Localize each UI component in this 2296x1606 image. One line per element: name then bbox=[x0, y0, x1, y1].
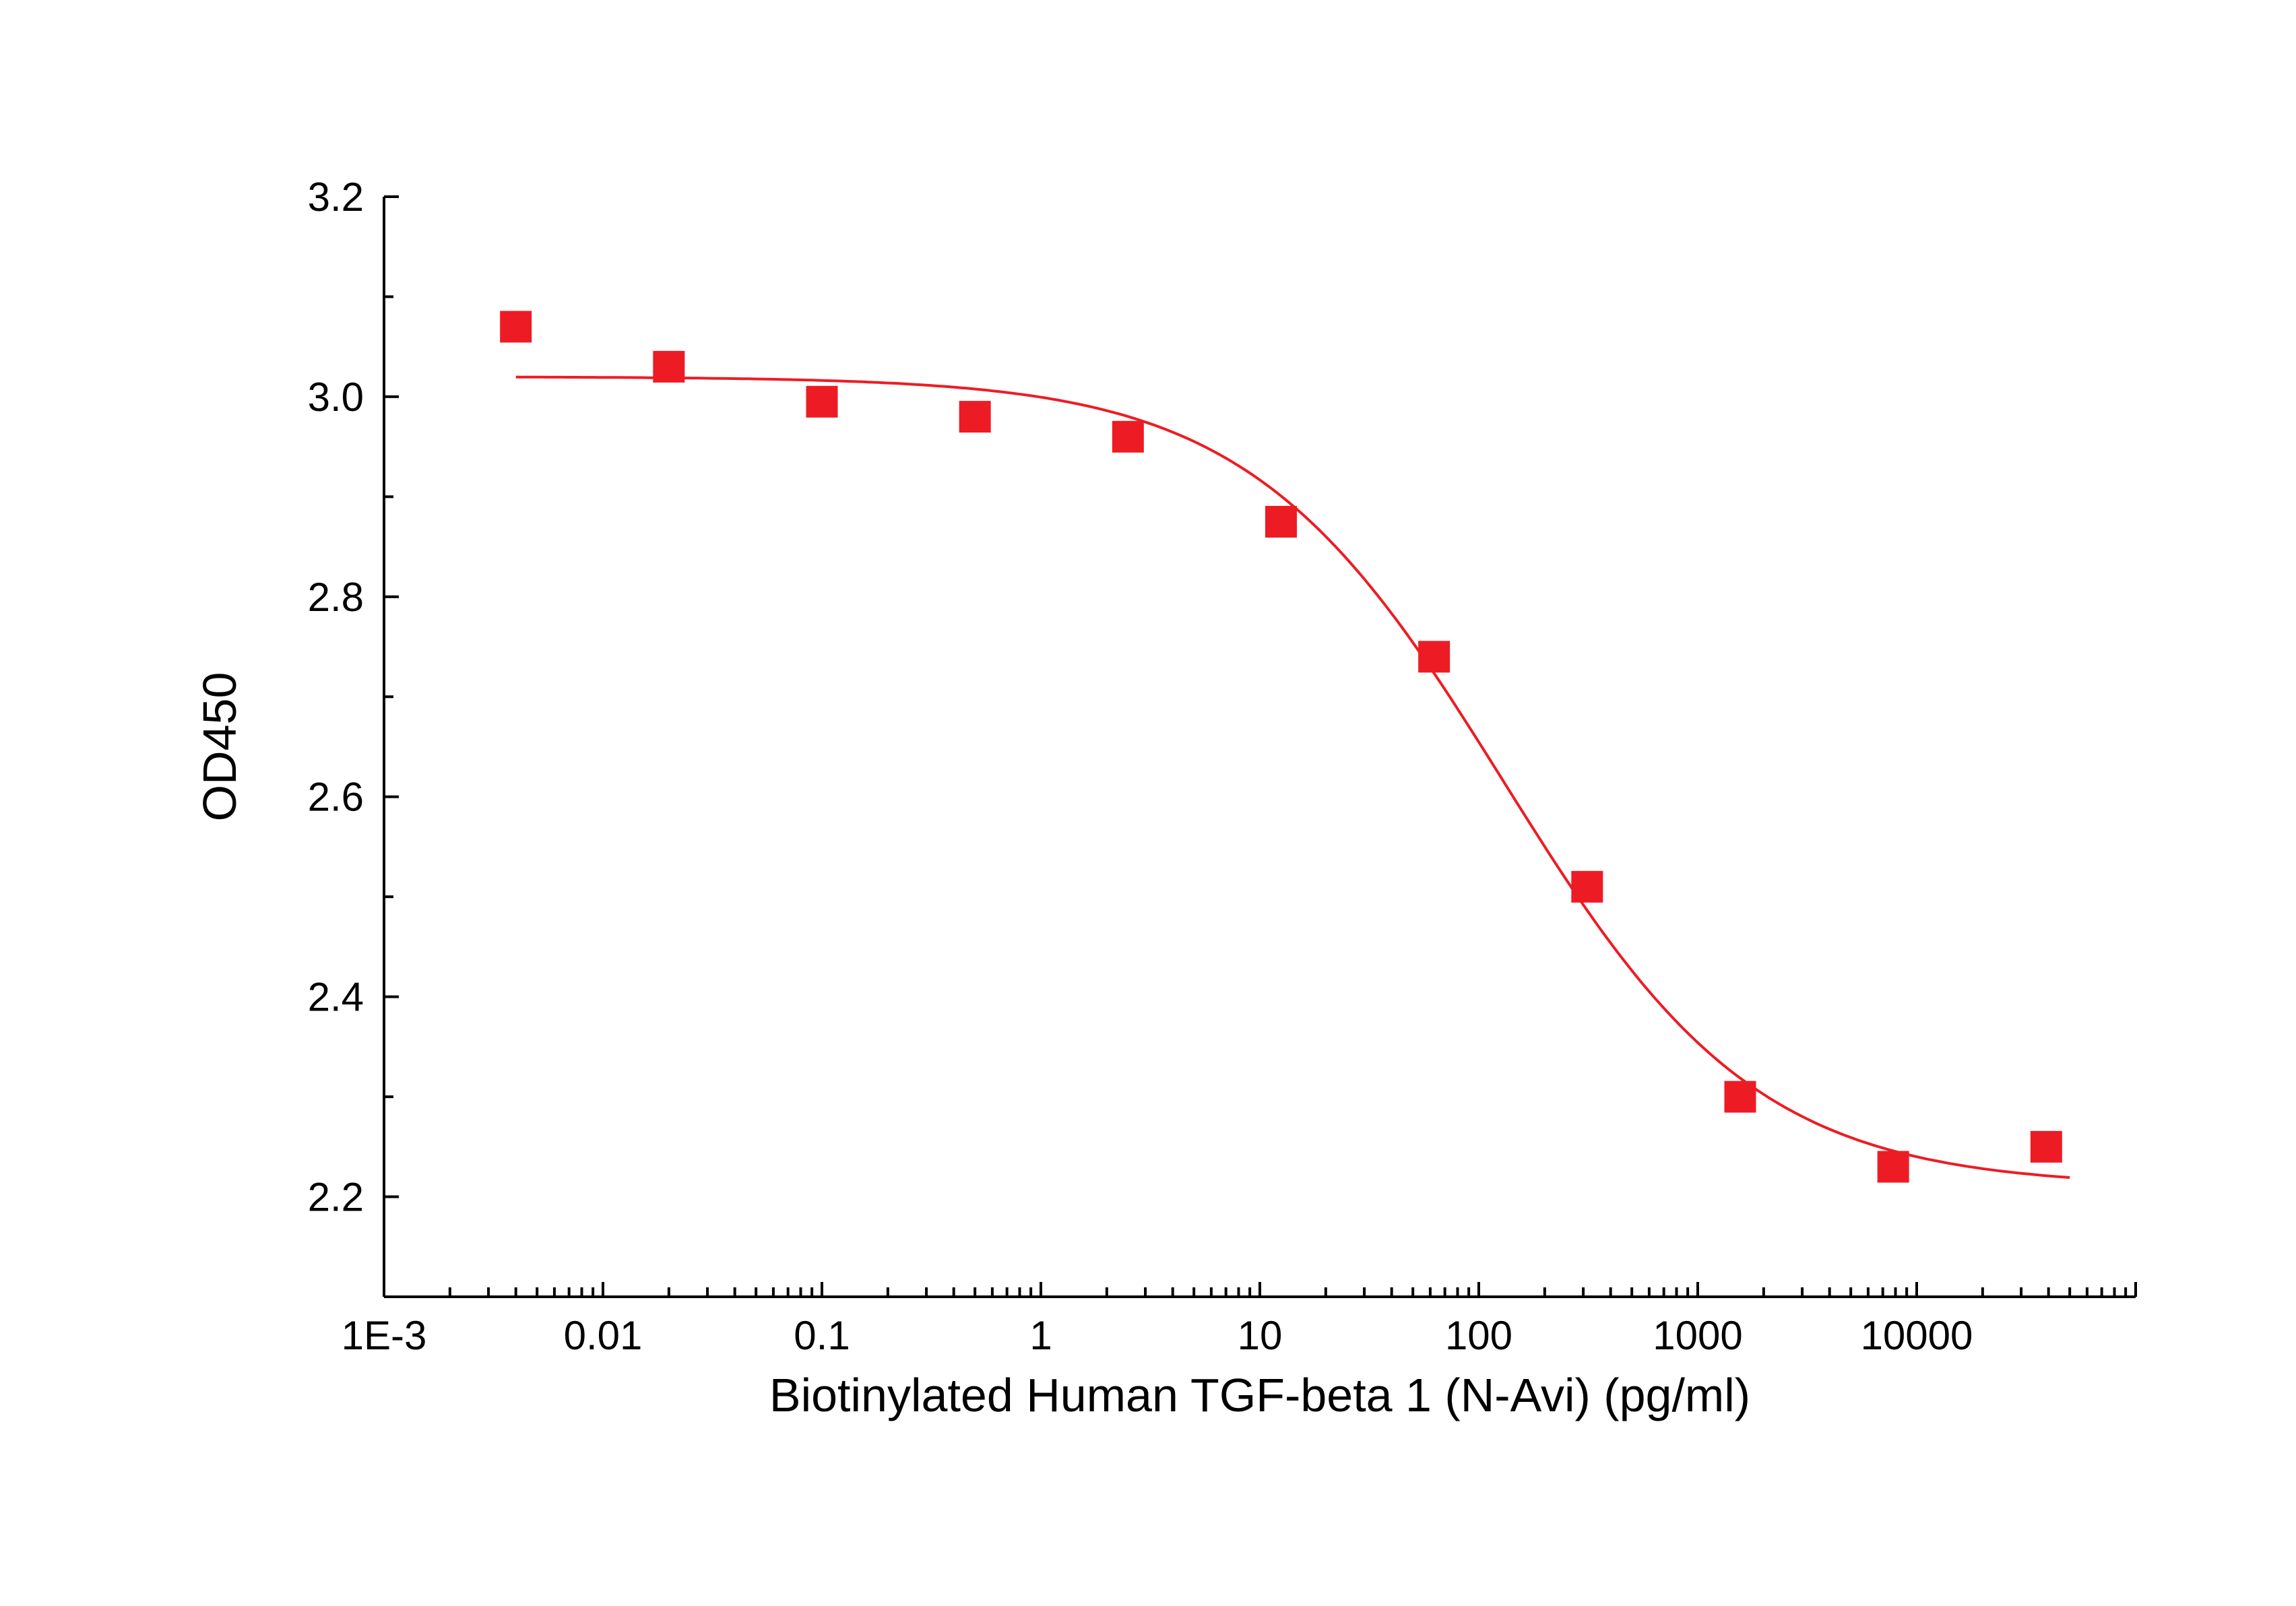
data-point bbox=[959, 402, 990, 432]
x-axis-label: Biotinylated Human TGF-beta 1 (N-Avi) (p… bbox=[769, 1369, 1750, 1421]
data-point bbox=[501, 311, 532, 342]
y-axis-label: OD450 bbox=[193, 672, 246, 822]
y-tick-label: 3.2 bbox=[308, 174, 364, 220]
y-tick-label: 3.0 bbox=[308, 375, 364, 420]
x-tick-label: 1 bbox=[1029, 1313, 1052, 1358]
x-tick-label: 10 bbox=[1238, 1313, 1283, 1358]
data-point bbox=[806, 386, 837, 417]
data-point bbox=[1878, 1151, 1909, 1182]
dose-response-chart: 1E-3 0.01 0.1 1 10 100 1000 10000 2.2 2.4 2.6 2.8 3.… bbox=[0, 0, 2296, 1603]
x-tick-label: 10000 bbox=[1861, 1313, 1973, 1358]
y-tick-label: 2.8 bbox=[308, 575, 364, 620]
data-point bbox=[1725, 1081, 1756, 1112]
y-tick-label: 2.4 bbox=[308, 975, 364, 1020]
x-tick-label: 1E-3 bbox=[342, 1313, 427, 1358]
data-point bbox=[653, 351, 684, 382]
y-tick-label: 2.6 bbox=[308, 775, 364, 820]
x-tick-label: 0.01 bbox=[564, 1313, 643, 1358]
x-tick-label: 1000 bbox=[1653, 1313, 1742, 1358]
data-point bbox=[2031, 1131, 2062, 1162]
x-tick-label: 0.1 bbox=[794, 1313, 850, 1358]
chart-container: 1E-3 0.01 0.1 1 10 100 1000 10000 2.2 2.4 2.6 2.8 3.… bbox=[0, 0, 2296, 1606]
data-point bbox=[1419, 641, 1450, 672]
x-tick-label: 100 bbox=[1445, 1313, 1512, 1358]
data-point bbox=[1112, 421, 1143, 452]
data-point bbox=[1572, 871, 1603, 902]
data-point bbox=[1265, 506, 1296, 537]
y-tick-label: 2.2 bbox=[308, 1175, 364, 1220]
